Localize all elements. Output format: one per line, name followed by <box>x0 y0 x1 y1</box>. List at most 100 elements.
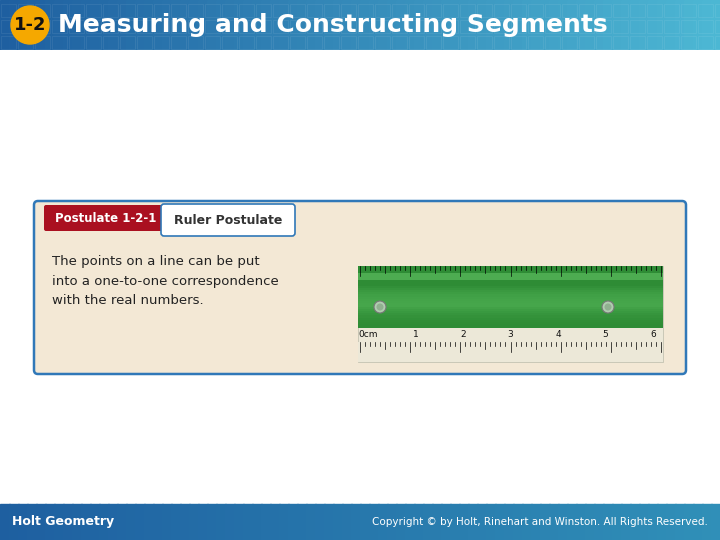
Bar <box>596 36 611 49</box>
Bar <box>315 504 325 540</box>
Bar <box>36 0 46 50</box>
Bar <box>18 0 28 50</box>
Bar <box>693 0 703 50</box>
Bar <box>579 4 594 17</box>
Bar <box>477 0 487 50</box>
Bar <box>358 305 663 307</box>
Bar <box>290 20 305 33</box>
Bar <box>405 0 415 50</box>
Bar <box>409 36 424 49</box>
Bar <box>647 20 662 33</box>
Bar <box>459 0 469 50</box>
Bar <box>511 20 526 33</box>
Bar <box>567 504 577 540</box>
Bar <box>621 504 631 540</box>
Bar <box>360 504 370 540</box>
Bar <box>657 0 667 50</box>
Bar <box>594 504 604 540</box>
Bar <box>225 0 235 50</box>
Bar <box>154 4 169 17</box>
Bar <box>531 504 541 540</box>
Bar <box>702 0 712 50</box>
Bar <box>477 36 492 49</box>
Bar <box>558 504 568 540</box>
Bar <box>545 4 560 17</box>
Bar <box>120 36 135 49</box>
Bar <box>603 0 613 50</box>
Bar <box>188 20 203 33</box>
Bar <box>358 296 663 299</box>
Bar <box>69 4 84 17</box>
Bar <box>288 504 298 540</box>
Text: Ruler Postulate: Ruler Postulate <box>174 213 282 226</box>
Bar <box>52 20 67 33</box>
Bar <box>596 20 611 33</box>
Bar <box>698 4 713 17</box>
Bar <box>423 504 433 540</box>
Bar <box>18 36 33 49</box>
Bar <box>351 0 361 50</box>
Bar <box>120 20 135 33</box>
Bar <box>495 0 505 50</box>
Bar <box>216 504 226 540</box>
Bar <box>137 20 152 33</box>
Bar <box>630 504 640 540</box>
Bar <box>69 36 84 49</box>
Bar <box>715 4 720 17</box>
Bar <box>18 20 33 33</box>
Bar <box>342 504 352 540</box>
Bar <box>1 4 16 17</box>
Bar <box>423 0 433 50</box>
Bar <box>414 504 424 540</box>
Bar <box>261 0 271 50</box>
Bar <box>528 36 543 49</box>
Bar <box>369 0 379 50</box>
Bar <box>239 36 254 49</box>
Bar <box>103 20 118 33</box>
Bar <box>117 0 127 50</box>
Bar <box>27 0 37 50</box>
Bar <box>647 4 662 17</box>
Bar <box>621 0 631 50</box>
Bar <box>90 504 100 540</box>
Circle shape <box>377 303 384 310</box>
Bar <box>256 36 271 49</box>
Bar <box>52 4 67 17</box>
Bar <box>144 0 154 50</box>
Text: 4: 4 <box>555 330 561 339</box>
Bar <box>711 504 720 540</box>
Circle shape <box>11 6 49 44</box>
Bar <box>153 504 163 540</box>
Bar <box>549 504 559 540</box>
FancyBboxPatch shape <box>161 204 295 236</box>
Bar <box>239 4 254 17</box>
Bar <box>681 4 696 17</box>
Bar <box>180 504 190 540</box>
Text: 3: 3 <box>508 330 513 339</box>
Bar <box>358 288 663 290</box>
Bar <box>409 20 424 33</box>
Text: 0cm: 0cm <box>359 330 378 339</box>
Bar <box>426 4 441 17</box>
Bar <box>358 322 663 324</box>
Bar <box>630 0 640 50</box>
Bar <box>86 36 101 49</box>
Bar <box>216 0 226 50</box>
Bar <box>358 313 663 315</box>
Bar <box>460 20 475 33</box>
Bar <box>594 0 604 50</box>
Bar <box>207 0 217 50</box>
Bar <box>307 36 322 49</box>
Bar <box>648 504 658 540</box>
Bar <box>513 504 523 540</box>
Bar <box>378 504 388 540</box>
Bar <box>681 36 696 49</box>
Bar <box>392 20 407 33</box>
Bar <box>9 0 19 50</box>
Bar <box>18 4 33 17</box>
Bar <box>69 20 84 33</box>
Bar <box>486 504 496 540</box>
Bar <box>647 36 662 49</box>
Bar <box>504 504 514 540</box>
Text: 6: 6 <box>650 330 656 339</box>
